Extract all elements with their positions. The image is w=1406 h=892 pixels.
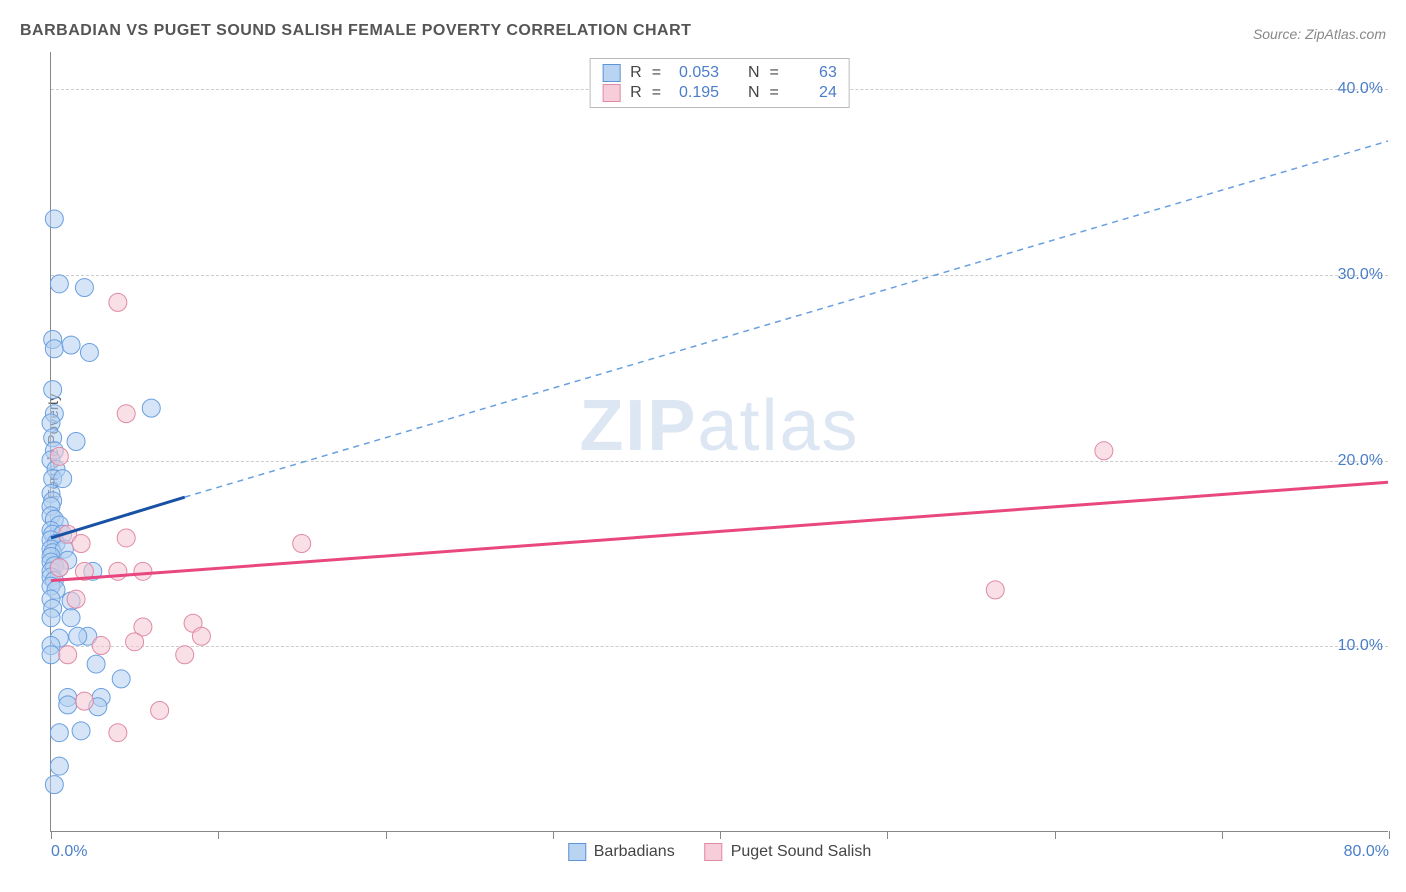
scatter-point <box>62 609 80 627</box>
stat-eq: = <box>770 84 779 102</box>
scatter-point <box>134 562 152 580</box>
scatter-point <box>75 279 93 297</box>
stat-r-label: R <box>630 64 642 82</box>
stat-r-value: 0.195 <box>671 84 719 102</box>
scatter-point <box>59 696 77 714</box>
chart-title: BARBADIAN VS PUGET SOUND SALISH FEMALE P… <box>20 22 691 40</box>
legend-swatch <box>602 84 620 102</box>
stat-r-label: R <box>630 84 642 102</box>
scatter-point <box>72 535 90 553</box>
scatter-point <box>87 655 105 673</box>
stat-n-label: N <box>748 64 760 82</box>
y-tick-label: 30.0% <box>1338 266 1383 284</box>
stat-n-label: N <box>748 84 760 102</box>
scatter-point <box>142 399 160 417</box>
scatter-point <box>109 724 127 742</box>
scatter-point <box>117 405 135 423</box>
x-tick <box>720 831 721 839</box>
scatter-point <box>293 535 311 553</box>
scatter-point <box>72 722 90 740</box>
legend-item: Barbadians <box>568 843 675 861</box>
series-legend: Barbadians Puget Sound Salish <box>568 843 872 861</box>
scatter-point <box>151 701 169 719</box>
x-tick <box>218 831 219 839</box>
scatter-point <box>42 609 60 627</box>
scatter-point <box>45 776 63 794</box>
scatter-point <box>69 627 87 645</box>
x-tick <box>887 831 888 839</box>
trend-line-solid <box>51 497 185 538</box>
legend-label: Barbadians <box>594 843 675 861</box>
scatter-point <box>80 343 98 361</box>
plot-area: ZIPatlas R=0.053 N=63R=0.195 N=24 Barbad… <box>50 52 1388 832</box>
scatter-point <box>45 210 63 228</box>
scatter-point <box>117 529 135 547</box>
scatter-point <box>75 692 93 710</box>
scatter-point <box>192 627 210 645</box>
y-tick-label: 40.0% <box>1338 80 1383 98</box>
stat-eq: = <box>770 64 779 82</box>
x-tick <box>51 831 52 839</box>
stats-row: R = 0.195 N = 24 <box>602 83 837 103</box>
stat-n-value: 24 <box>789 84 837 102</box>
scatter-point <box>59 646 77 664</box>
x-tick <box>1222 831 1223 839</box>
scatter-point <box>176 646 194 664</box>
trend-line-dashed <box>185 141 1388 497</box>
stat-eq: = <box>652 64 661 82</box>
scatter-point <box>50 724 68 742</box>
chart-container: BARBADIAN VS PUGET SOUND SALISH FEMALE P… <box>0 0 1406 892</box>
stat-n-value: 63 <box>789 64 837 82</box>
x-tick <box>1389 831 1390 839</box>
trend-line-solid <box>51 482 1388 580</box>
scatter-point <box>50 559 68 577</box>
scatter-point <box>1095 442 1113 460</box>
scatter-point <box>67 590 85 608</box>
scatter-point <box>986 581 1004 599</box>
x-tick-label: 0.0% <box>51 843 87 861</box>
scatter-point <box>109 293 127 311</box>
scatter-point <box>42 646 60 664</box>
scatter-point <box>62 336 80 354</box>
legend-label: Puget Sound Salish <box>731 843 872 861</box>
stats-row: R = 0.053 N = 63 <box>602 63 837 83</box>
x-tick <box>553 831 554 839</box>
x-tick-label: 80.0% <box>1344 843 1389 861</box>
scatter-point <box>45 340 63 358</box>
legend-swatch <box>602 64 620 82</box>
scatter-point <box>54 470 72 488</box>
stat-r-value: 0.053 <box>671 64 719 82</box>
chart-svg <box>51 52 1388 831</box>
scatter-point <box>50 275 68 293</box>
scatter-point <box>92 637 110 655</box>
stat-eq: = <box>652 84 661 102</box>
legend-item: Puget Sound Salish <box>705 843 872 861</box>
scatter-point <box>44 381 62 399</box>
scatter-point <box>126 633 144 651</box>
scatter-point <box>112 670 130 688</box>
x-tick <box>386 831 387 839</box>
source-attribution: Source: ZipAtlas.com <box>1253 26 1386 42</box>
scatter-point <box>50 757 68 775</box>
y-tick-label: 20.0% <box>1338 452 1383 470</box>
y-tick-label: 10.0% <box>1338 637 1383 655</box>
legend-swatch <box>705 843 723 861</box>
legend-swatch <box>568 843 586 861</box>
stats-legend-box: R = 0.053 N = 63 R = 0.195 N = 24 <box>589 58 850 108</box>
scatter-point <box>50 447 68 465</box>
x-tick <box>1055 831 1056 839</box>
scatter-point <box>67 433 85 451</box>
